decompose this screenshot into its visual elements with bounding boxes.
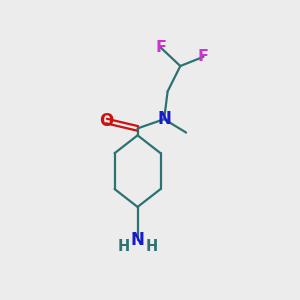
Text: F: F bbox=[155, 40, 166, 55]
Text: F: F bbox=[198, 49, 209, 64]
Text: H: H bbox=[117, 239, 129, 254]
Text: N: N bbox=[157, 110, 171, 128]
Text: H: H bbox=[146, 239, 158, 254]
Text: N: N bbox=[130, 231, 145, 249]
Text: O: O bbox=[99, 112, 113, 130]
